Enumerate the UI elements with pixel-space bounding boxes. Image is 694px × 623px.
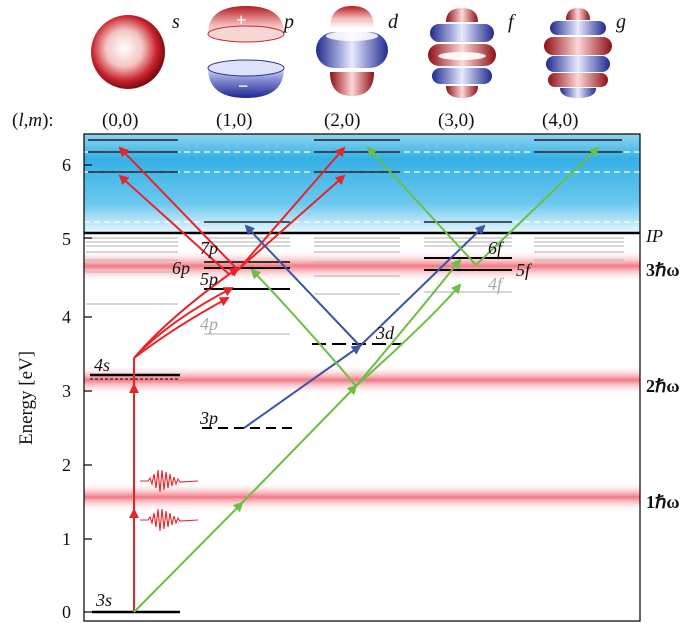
band-1hw: [84, 482, 640, 512]
p-minus-sign: −: [238, 76, 248, 96]
state-label-3p: 3p: [199, 408, 218, 428]
state-label-3s: 3s: [95, 590, 112, 610]
ytick-0: 0: [62, 602, 71, 622]
orbital-g-icon: [544, 8, 612, 98]
orbital-s-icon: [91, 15, 165, 89]
ytick-6: 6: [62, 155, 71, 175]
y-axis-label: Energy [eV]: [16, 351, 37, 445]
state-label-5f: 5f: [516, 260, 533, 280]
bound-levels: [90, 257, 512, 614]
lm-col-0: (0,0): [102, 110, 138, 131]
state-label-4p: 4p: [200, 314, 218, 334]
orbital-f-icon: [428, 8, 496, 98]
p-plus-sign: +: [236, 10, 246, 30]
green-transitions: [133, 146, 600, 613]
orbital-d-symbol: d: [388, 11, 399, 33]
blue-transitions: [243, 224, 486, 429]
band-3hw: [84, 250, 640, 282]
state-label-6p: 6p: [172, 258, 190, 278]
lm-col-1: (1,0): [216, 110, 252, 131]
continuum-region: [84, 134, 640, 233]
orbital-s-symbol: s: [172, 11, 180, 33]
band-label-3hw: 3ℏω: [646, 260, 680, 280]
orbital-p-icon: [207, 6, 285, 98]
orbital-g-symbol: g: [616, 11, 626, 33]
ytick-3: 3: [62, 381, 71, 401]
y-tick-marks: [84, 164, 92, 613]
state-label-4s: 4s: [94, 355, 110, 375]
state-label-7p: 7p: [200, 238, 218, 258]
lm-col-3: (3,0): [438, 110, 474, 131]
band-label-1hw: 1ℏω: [646, 492, 680, 512]
state-label-3d: 3d: [375, 323, 395, 343]
continuum-levels: [88, 139, 622, 223]
band-label-2hw: 2ℏω: [646, 376, 680, 396]
ytick-4: 4: [62, 307, 71, 327]
laser-pulse-icons: [140, 469, 199, 532]
ip-label: IP: [645, 226, 663, 246]
state-label-6f: 6f: [488, 238, 505, 258]
lm-col-4: (4,0): [542, 110, 578, 131]
ytick-1: 1: [62, 529, 71, 549]
state-label-5p: 5p: [200, 269, 218, 289]
ytick-5: 5: [62, 229, 71, 249]
orbital-d-icon: [316, 6, 388, 96]
lm-prefix: (l,m):: [12, 110, 54, 131]
orbital-f-symbol: f: [508, 11, 516, 33]
plot-frame: [83, 133, 641, 622]
orbital-p-symbol: p: [282, 11, 294, 33]
lm-col-2: (2,0): [324, 110, 360, 131]
rydberg-lines: [86, 237, 624, 335]
state-label-4f: 4f: [488, 274, 505, 294]
red-transitions: [118, 146, 346, 612]
ytick-2: 2: [62, 455, 71, 475]
